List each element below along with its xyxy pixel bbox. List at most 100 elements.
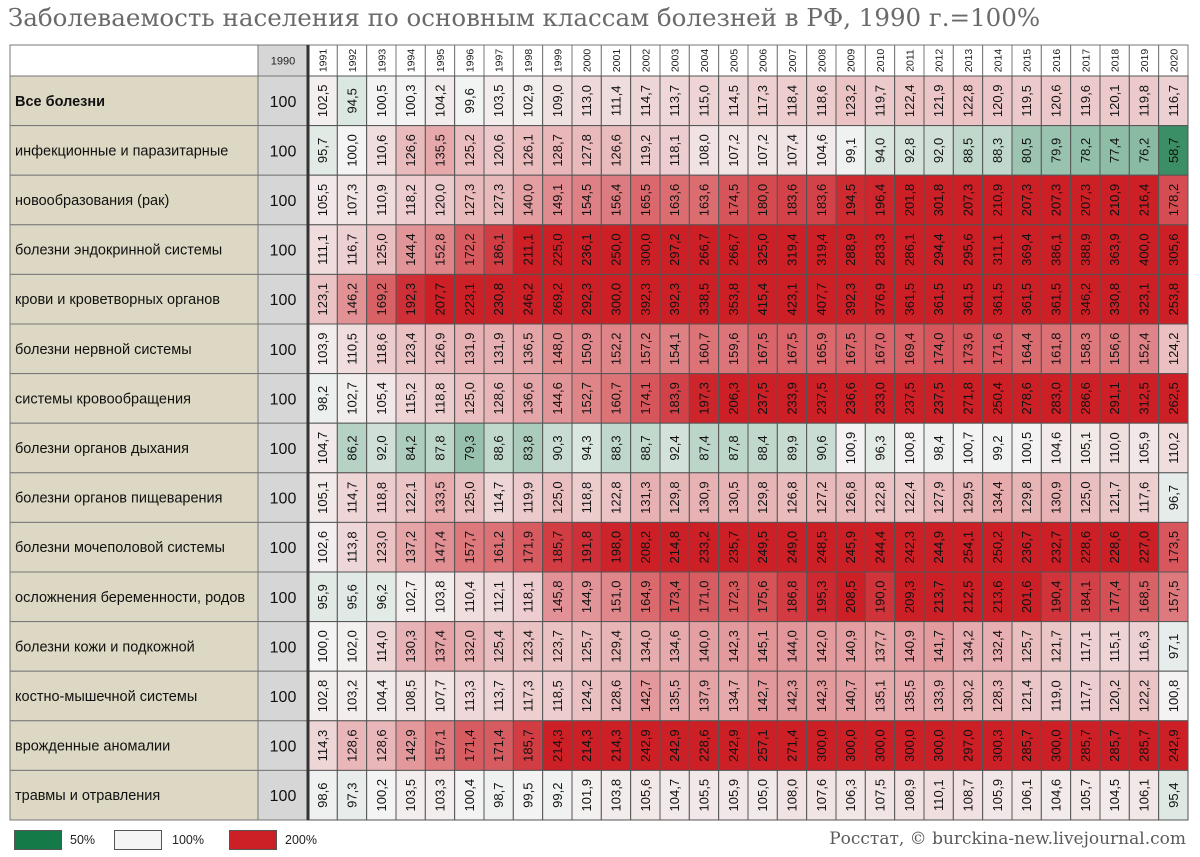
cell-value-label: 88,3 (609, 435, 624, 460)
cell-value-label: 104,6 (814, 134, 829, 167)
cell-value-label: 106,3 (843, 779, 858, 812)
base-value-label: 100 (270, 639, 297, 656)
heatmap-cell (894, 720, 925, 771)
header-year-label: 2012 (934, 49, 946, 73)
cell-value-label: 131,9 (491, 333, 506, 366)
cell-value-label: 242,9 (1166, 729, 1181, 762)
heatmap-cell (952, 769, 984, 821)
cell-value-label: 117,1 (1078, 631, 1093, 663)
heatmap-cell (630, 571, 661, 623)
cell-value-label: 171,4 (491, 729, 506, 762)
heatmap-cell (1099, 273, 1130, 325)
cell-value-label: 134,2 (961, 630, 976, 663)
cell-value-label: 159,6 (726, 333, 741, 366)
heatmap-cell (454, 323, 485, 375)
cell-value-label: 122,8 (873, 481, 888, 514)
heatmap-cell (982, 422, 1013, 474)
heatmap-cell (395, 769, 426, 821)
cell-value-label: 129,5 (961, 481, 976, 514)
heatmap-cell (659, 323, 690, 375)
cell-value-label: 104,6 (1049, 432, 1064, 465)
cell-value-label: 147,4 (433, 531, 448, 564)
cell-value-label: 118,8 (374, 482, 389, 514)
header-year-label: 1993 (376, 49, 388, 73)
cell-value-label: 83,8 (521, 435, 536, 460)
cell-value-label: 173,6 (961, 333, 976, 366)
heatmap-cell (718, 75, 749, 127)
heatmap-cell (982, 224, 1013, 275)
cell-value-label: 110,5 (345, 333, 360, 365)
heatmap-cell (1011, 670, 1042, 722)
cell-value-label: 107,6 (814, 779, 829, 812)
cell-value-label: 103,5 (491, 85, 506, 118)
cell-value-label: 361,5 (961, 283, 976, 316)
cell-value-label: 108,7 (961, 779, 976, 812)
heatmap-cell (307, 621, 338, 672)
heatmap-cell (1099, 571, 1130, 623)
cell-value-label: 144,9 (579, 581, 594, 614)
cell-value-label: 130,2 (961, 680, 976, 713)
base-value-cell (257, 323, 309, 375)
heatmap-cell (542, 273, 573, 325)
cell-value-label: 140,7 (843, 680, 858, 713)
cell-value-label: 300,0 (902, 729, 917, 762)
header-year-label: 1999 (552, 49, 564, 73)
base-value-label: 100 (270, 491, 297, 508)
cell-value-label: 245,9 (843, 531, 858, 564)
base-value-label: 100 (270, 441, 297, 458)
cell-value-label: 400,0 (1137, 233, 1152, 266)
heatmap-cell (366, 224, 397, 275)
base-value-label: 100 (270, 391, 297, 408)
base-value-label: 100 (270, 193, 297, 210)
cell-value-label: 210,9 (1107, 184, 1122, 217)
cell-value-label: 105,6 (638, 779, 653, 812)
cell-value-label: 392,3 (843, 283, 858, 316)
heatmap-cell (483, 373, 514, 424)
cell-value-label: 120,2 (1107, 680, 1122, 713)
cell-value-label: 95,9 (315, 584, 330, 609)
cell-value-label: 117,6 (1137, 482, 1152, 514)
base-value-cell (257, 125, 309, 176)
cell-value-label: 107,2 (726, 134, 741, 167)
heatmap-cell (454, 174, 485, 226)
cell-value-label: 96,7 (1166, 485, 1181, 510)
heatmap-cell (1070, 571, 1101, 623)
cell-value-label: 128,3 (990, 680, 1005, 713)
cell-value-label: 120,6 (491, 134, 506, 167)
heatmap-cell (718, 769, 749, 821)
row-label-cell (9, 472, 259, 523)
legend-swatch-high (229, 830, 277, 850)
cell-value-label: 100,2 (374, 779, 389, 812)
cell-value-label: 208,5 (843, 581, 858, 614)
cell-value-label: 125,0 (1078, 481, 1093, 514)
header-year-cell (512, 44, 544, 77)
cell-value-label: 98,6 (315, 783, 330, 808)
heatmap-cell (718, 521, 749, 573)
cell-value-label: 152,2 (609, 333, 624, 366)
heatmap-cell (1099, 521, 1130, 573)
cell-value-label: 135,1 (873, 680, 888, 713)
header-year-cell (483, 44, 514, 77)
row-label-cell (9, 273, 259, 325)
heatmap-cell (512, 769, 544, 821)
cell-value-label: 100,8 (902, 432, 917, 465)
heatmap-cell (454, 670, 485, 722)
heatmap-cell (571, 75, 602, 127)
heatmap-cell (1011, 224, 1042, 275)
cell-value-label: 195,3 (814, 581, 829, 614)
heatmap-cell (776, 75, 808, 127)
cell-value-label: 319,4 (814, 233, 829, 266)
heatmap-cell (952, 472, 984, 523)
cell-value-label: 161,2 (491, 531, 506, 564)
cell-value-label: 109,0 (550, 85, 565, 118)
cell-value-label: 361,5 (1049, 283, 1064, 316)
cell-value-label: 191,8 (579, 531, 594, 564)
cell-value-label: 353,8 (726, 283, 741, 316)
heatmap-cell (630, 769, 661, 821)
heatmap-cell (718, 224, 749, 275)
legend-label-mid: 100% (172, 833, 204, 847)
cell-value-label: 286,1 (902, 233, 917, 266)
cell-value-label: 88,7 (638, 435, 653, 460)
cell-value-label: 131,3 (638, 481, 653, 514)
heatmap-cell (1040, 769, 1072, 821)
